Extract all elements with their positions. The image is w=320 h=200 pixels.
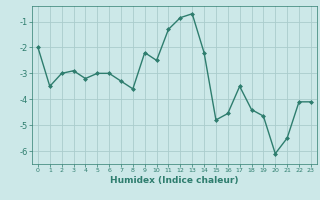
X-axis label: Humidex (Indice chaleur): Humidex (Indice chaleur) (110, 176, 239, 185)
